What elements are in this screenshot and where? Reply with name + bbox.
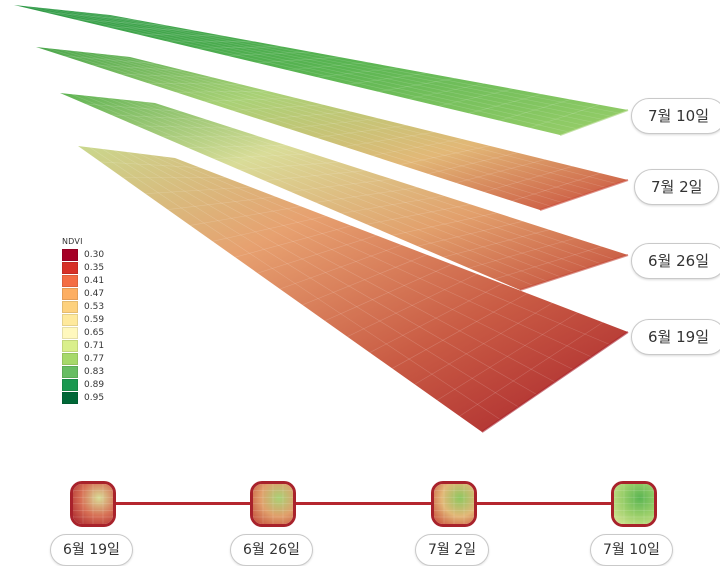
legend-swatch (62, 340, 78, 352)
legend-value: 0.59 (84, 315, 104, 325)
legend-row: 0.30 (62, 248, 104, 261)
legend-row: 0.35 (62, 261, 104, 274)
legend-swatch (62, 366, 78, 378)
legend-value: 0.65 (84, 328, 104, 338)
legend-swatch (62, 353, 78, 365)
legend-row: 0.71 (62, 339, 104, 352)
layer-date-label-jul10: 7월 10일 (631, 98, 720, 134)
legend-value: 0.35 (84, 263, 104, 273)
timeline-label-jun26: 6월 26일 (230, 534, 313, 566)
legend-value: 0.95 (84, 393, 104, 403)
legend-swatch (62, 327, 78, 339)
legend-swatch (62, 314, 78, 326)
legend-rows: 0.30 0.35 0.41 0.47 0.53 0.59 0.65 0.71 0.77 0.83… (62, 248, 104, 404)
layer-date-label-jul2: 7월 2일 (634, 169, 719, 205)
legend-row: 0.95 (62, 391, 104, 404)
legend-row: 0.65 (62, 326, 104, 339)
legend-row: 0.59 (62, 313, 104, 326)
timeline-connector (96, 502, 636, 505)
layer-date-label-jun26: 6월 26일 (631, 243, 720, 279)
timeline-thumb-jul2 (431, 481, 477, 527)
legend-value: 0.83 (84, 367, 104, 377)
timeline-thumb-jun26 (250, 481, 296, 527)
legend-value: 0.53 (84, 302, 104, 312)
legend-row: 0.77 (62, 352, 104, 365)
timeline-label-jun19: 6월 19일 (50, 534, 133, 566)
legend-title: NDVI (62, 237, 104, 246)
legend-swatch (62, 288, 78, 300)
timeline-label-jul2: 7월 2일 (415, 534, 489, 566)
legend-value: 0.71 (84, 341, 104, 351)
legend-swatch (62, 301, 78, 313)
legend-swatch (62, 262, 78, 274)
layer-date-label-jun19: 6월 19일 (631, 319, 720, 355)
legend-row: 0.47 (62, 287, 104, 300)
legend-value: 0.41 (84, 276, 104, 286)
legend-swatch (62, 392, 78, 404)
legend-swatch (62, 275, 78, 287)
ndvi-legend: NDVI 0.30 0.35 0.41 0.47 0.53 0.59 0.65 0.71 0.7… (62, 237, 104, 404)
field-layer-stack (0, 0, 720, 450)
legend-value: 0.89 (84, 380, 104, 390)
legend-row: 0.41 (62, 274, 104, 287)
timeline-thumb-jul10 (611, 481, 657, 527)
timeline-label-jul10: 7월 10일 (590, 534, 673, 566)
legend-row: 0.83 (62, 365, 104, 378)
legend-value: 0.47 (84, 289, 104, 299)
legend-value: 0.30 (84, 250, 104, 260)
legend-row: 0.53 (62, 300, 104, 313)
legend-swatch (62, 249, 78, 261)
legend-value: 0.77 (84, 354, 104, 364)
legend-row: 0.89 (62, 378, 104, 391)
legend-swatch (62, 379, 78, 391)
timeline-thumb-jun19 (70, 481, 116, 527)
